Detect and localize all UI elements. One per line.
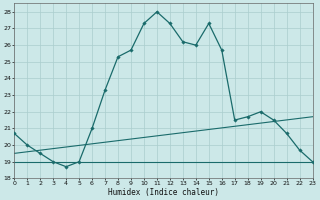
X-axis label: Humidex (Indice chaleur): Humidex (Indice chaleur) [108, 188, 219, 197]
